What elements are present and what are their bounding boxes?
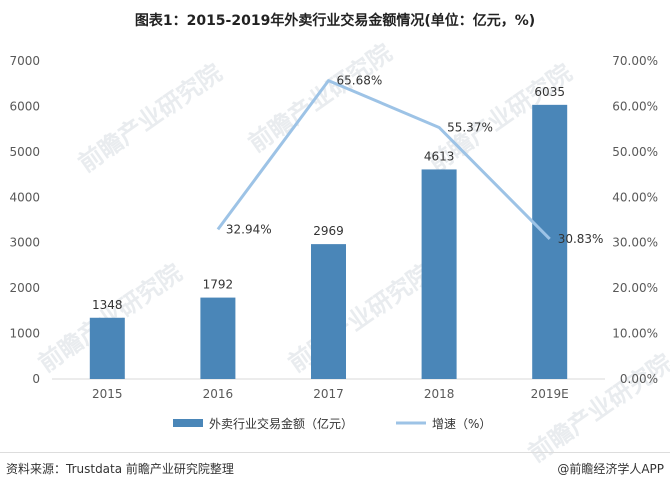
x-tick-label: 2019E [531,387,569,401]
y-left-tick-label: 5000 [9,145,40,159]
growth-line [216,79,551,241]
bar-value-label: 6035 [534,85,565,99]
line-value-label: 55.37% [447,120,493,134]
y-right-tick-label: 0.00% [620,372,658,386]
line-value-label: 32.94% [226,222,272,236]
credit-note: @前瞻经济学人APP [557,462,664,476]
y-right-tick-label: 70.00% [612,54,658,68]
y-left-tick-label: 2000 [9,281,40,295]
y-right-tick-label: 40.00% [612,190,658,204]
y-left-tick-label: 4000 [9,190,40,204]
legend-line-label: 增速（%） [432,417,491,431]
y-left-tick-label: 0 [32,372,40,386]
y-left-tick-label: 6000 [9,99,40,113]
y-right-tick-label: 20.00% [612,281,658,295]
y-left-tick-label: 1000 [9,327,40,341]
line-value-label: 65.68% [337,74,383,88]
chart-title: 图表1：2015-2019年外卖行业交易金额情况(单位：亿元，%) [134,13,536,29]
line-value-label: 30.83% [558,232,604,246]
bar [89,317,125,379]
x-tick-label: 2015 [92,387,123,401]
source-note: 资料来源：Trustdata 前瞻产业研究院整理 [6,462,234,476]
bar-value-label: 1792 [203,278,234,292]
legend-bar-label: 外卖行业交易金额（亿元） [209,416,353,431]
y-left-tick-label: 3000 [9,236,40,250]
bar [421,169,457,379]
x-tick-label: 2016 [203,387,234,401]
footer-divider [0,452,670,453]
y-right-tick-label: 30.00% [612,236,658,250]
y-right-tick-label: 10.00% [612,327,658,341]
bar-value-label: 2969 [313,224,344,238]
combo-chart: 0 1000 2000 3000 4000 5000 6000 7000 0.00% 10.00%… [9,54,658,431]
bar-value-label: 1348 [92,298,123,312]
y-right-tick-label: 60.00% [612,99,658,113]
bar-value-label: 4613 [424,149,455,163]
y-right-tick-label: 50.00% [612,145,658,159]
bar [532,104,568,380]
y-left-tick-label: 7000 [9,54,40,68]
x-tick-label: 2017 [313,387,344,401]
legend-bar-swatch [173,419,203,427]
bar [200,297,236,379]
bar [311,244,346,379]
x-tick-label: 2018 [424,387,455,401]
